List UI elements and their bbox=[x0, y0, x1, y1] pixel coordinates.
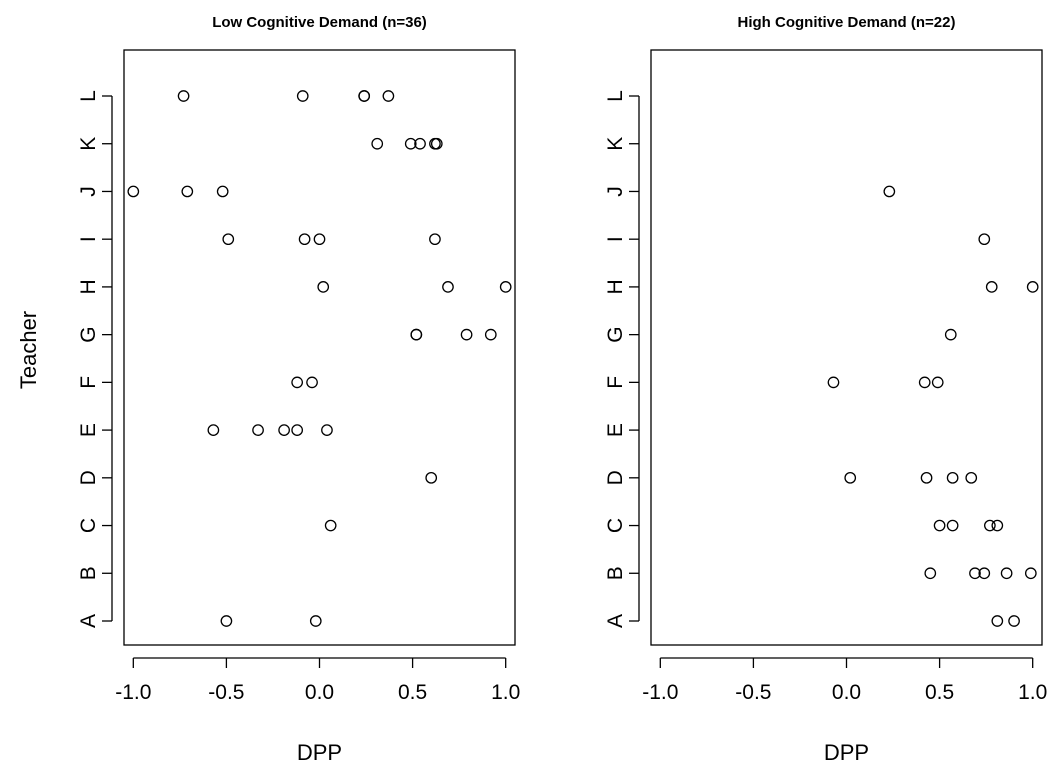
y-tick-label: A bbox=[604, 614, 627, 628]
data-point-D bbox=[965, 471, 978, 484]
x-tick-label: 1.0 bbox=[491, 681, 520, 704]
data-point-D bbox=[946, 471, 959, 484]
data-point-A bbox=[220, 615, 233, 627]
data-point-I bbox=[978, 233, 991, 246]
data-point-F bbox=[918, 376, 931, 389]
y-tick-label: H bbox=[604, 279, 627, 294]
data-point-E bbox=[291, 424, 304, 436]
data-point-J bbox=[181, 185, 194, 198]
data-point-D bbox=[844, 471, 857, 484]
data-point-G bbox=[944, 328, 957, 341]
y-tick-label: D bbox=[77, 470, 100, 485]
data-point-B bbox=[1000, 567, 1013, 580]
y-tick-label: B bbox=[604, 566, 627, 580]
panel-low-cognitive-demand: Low Cognitive Demand (n=36) -1.0 -0.5 0.0 0.… bbox=[77, 14, 520, 765]
y-tick-label: G bbox=[604, 326, 627, 342]
y-tick-label: K bbox=[77, 137, 100, 151]
data-point-B bbox=[924, 567, 937, 580]
y-tick-label: F bbox=[77, 376, 100, 389]
data-point-A bbox=[1008, 615, 1020, 627]
data-point-I bbox=[313, 233, 326, 246]
data-point-G bbox=[484, 328, 497, 341]
data-point-K bbox=[430, 137, 443, 150]
data-point-L bbox=[382, 90, 395, 102]
data-point-I bbox=[298, 233, 311, 246]
plot-frame bbox=[123, 49, 516, 646]
data-point-I bbox=[222, 233, 235, 246]
data-point-C bbox=[324, 519, 337, 532]
data-point-J bbox=[883, 185, 896, 198]
x-axis-label: DPP bbox=[824, 740, 869, 765]
data-point-H bbox=[499, 281, 512, 293]
data-point-C bbox=[946, 519, 959, 532]
x-tick-label: 0.5 bbox=[925, 681, 954, 704]
x-tick-label: -1.0 bbox=[642, 681, 678, 704]
x-tick-label: -1.0 bbox=[115, 681, 151, 704]
data-point-I bbox=[429, 233, 441, 246]
panel-title: High Cognitive Demand (n=22) bbox=[738, 14, 956, 31]
x-tick-label: 1.0 bbox=[1018, 681, 1047, 704]
y-tick-label: D bbox=[604, 470, 627, 485]
panel-high-cognitive-demand: High Cognitive Demand (n=22) -1.0 -0.5 0.0 0… bbox=[604, 14, 1047, 765]
y-tick-label: G bbox=[77, 326, 100, 342]
data-point-D bbox=[425, 471, 438, 484]
data-point-H bbox=[317, 281, 330, 293]
data-point-C bbox=[991, 519, 1004, 532]
panel-title: Low Cognitive Demand (n=36) bbox=[212, 14, 427, 31]
y-tick-label: I bbox=[604, 236, 627, 242]
data-point-B bbox=[978, 567, 991, 580]
y-tick-label: L bbox=[604, 90, 627, 102]
y-tick-label: A bbox=[77, 614, 100, 628]
data-point-B bbox=[1024, 567, 1037, 580]
y-tick-label: I bbox=[77, 236, 100, 242]
data-point-E bbox=[252, 424, 264, 436]
data-point-C bbox=[984, 519, 996, 532]
y-tick-label: E bbox=[77, 423, 100, 437]
data-point-H bbox=[442, 281, 454, 293]
data-point-G bbox=[460, 328, 473, 341]
y-tick-label: K bbox=[604, 137, 627, 151]
data-point-L bbox=[177, 90, 190, 102]
data-point-D bbox=[920, 471, 933, 484]
y-axis-label: Teacher bbox=[16, 311, 41, 389]
x-tick-label: -0.5 bbox=[208, 681, 244, 704]
data-point-H bbox=[1026, 281, 1039, 293]
data-point-J bbox=[127, 185, 140, 198]
data-point-H bbox=[985, 281, 998, 293]
data-point-L bbox=[358, 90, 371, 102]
x-tick-label: 0.0 bbox=[305, 681, 334, 704]
data-point-C bbox=[933, 519, 946, 532]
y-tick-label: J bbox=[77, 186, 100, 197]
data-point-E bbox=[278, 424, 290, 436]
data-point-F bbox=[827, 376, 840, 389]
x-tick-label: 0.0 bbox=[832, 681, 861, 704]
data-point-F bbox=[291, 376, 304, 389]
y-tick-label: L bbox=[77, 90, 100, 102]
data-point-K bbox=[371, 137, 384, 150]
data-point-L bbox=[296, 90, 309, 102]
data-point-F bbox=[931, 376, 944, 389]
y-tick-label: E bbox=[604, 423, 627, 437]
data-point-E bbox=[321, 424, 333, 436]
plot-frame bbox=[650, 49, 1043, 646]
data-point-G bbox=[410, 328, 423, 341]
x-tick-label: 0.5 bbox=[398, 681, 427, 704]
data-point-A bbox=[309, 615, 322, 627]
x-tick-label: -0.5 bbox=[735, 681, 771, 704]
y-tick-label: B bbox=[77, 566, 100, 580]
data-point-K bbox=[414, 137, 426, 150]
data-point-E bbox=[207, 424, 220, 436]
y-tick-label: J bbox=[604, 186, 627, 197]
data-point-K bbox=[404, 137, 417, 150]
data-point-J bbox=[216, 185, 229, 198]
data-point-F bbox=[306, 376, 318, 389]
y-tick-label: F bbox=[604, 376, 627, 389]
data-point-A bbox=[991, 615, 1004, 627]
data-point-B bbox=[969, 567, 981, 580]
y-tick-label: C bbox=[77, 518, 100, 533]
y-tick-label: C bbox=[604, 518, 627, 533]
y-tick-label: H bbox=[77, 279, 100, 294]
x-axis-label: DPP bbox=[297, 740, 342, 765]
